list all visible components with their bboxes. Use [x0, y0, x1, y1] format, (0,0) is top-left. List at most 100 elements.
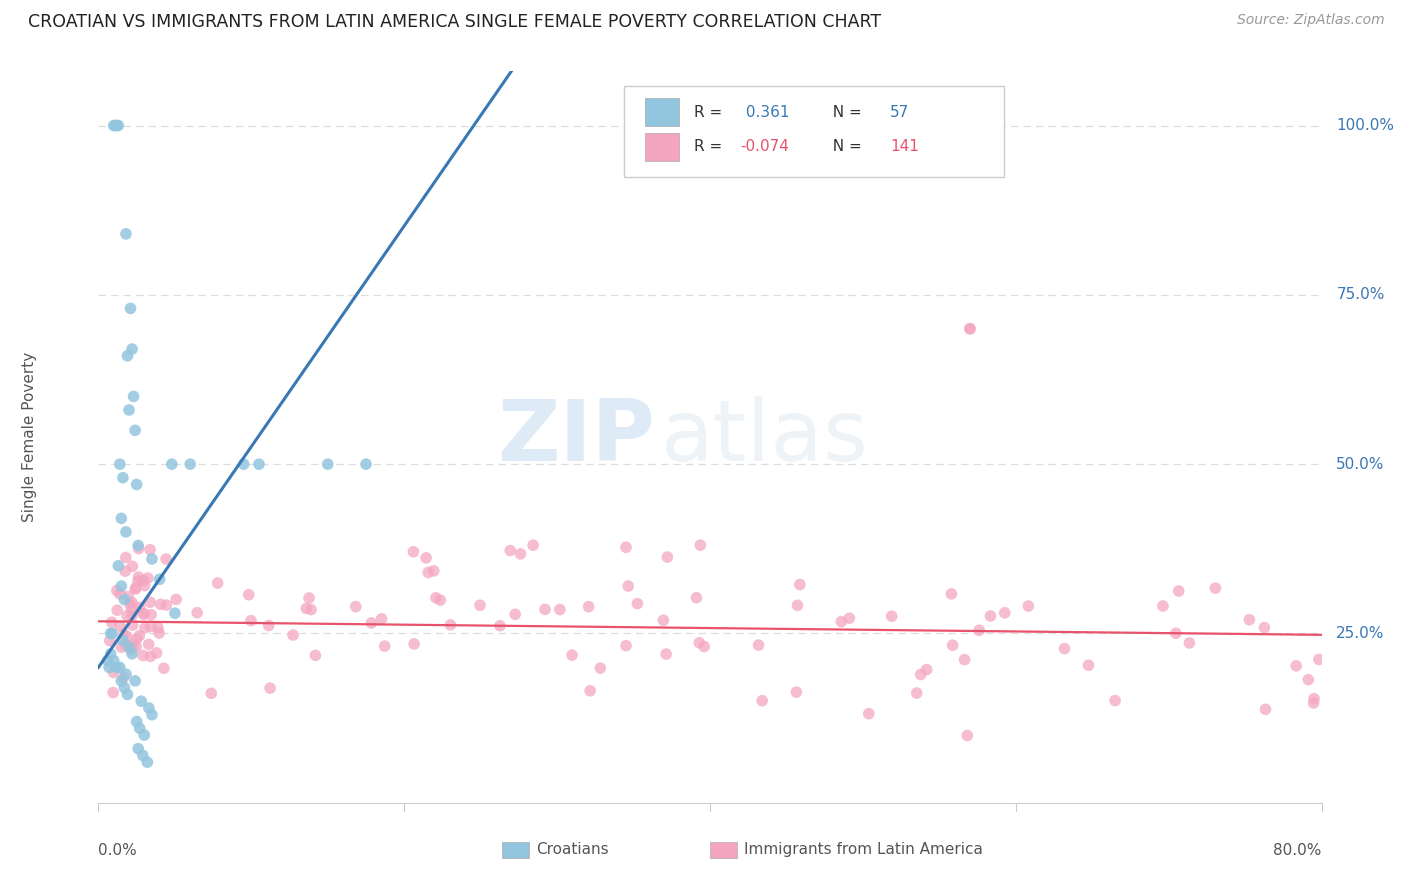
Point	[121, 618, 143, 632]
Point	[121, 596, 143, 610]
Point	[561, 648, 583, 662]
Point	[404, 637, 426, 651]
Point	[128, 570, 150, 584]
Point	[120, 301, 142, 316]
Point	[155, 552, 177, 566]
Point	[122, 638, 145, 652]
Point	[136, 755, 159, 769]
Point	[967, 624, 990, 638]
Point	[115, 667, 138, 681]
Point	[125, 477, 148, 491]
Point	[415, 550, 437, 565]
Text: Croatians: Croatians	[536, 842, 609, 857]
Point	[111, 471, 134, 485]
Point	[104, 119, 127, 133]
Point	[98, 633, 121, 648]
Point	[121, 647, 143, 661]
Text: 0.0%: 0.0%	[98, 843, 138, 858]
Point	[108, 660, 131, 674]
Point	[941, 587, 963, 601]
Point	[148, 626, 170, 640]
Point	[509, 547, 531, 561]
Text: ZIP: ZIP	[498, 395, 655, 479]
Point	[425, 591, 447, 605]
FancyBboxPatch shape	[624, 86, 1004, 178]
Point	[121, 608, 143, 623]
Point	[1077, 658, 1099, 673]
Point	[115, 524, 138, 539]
Point	[112, 592, 135, 607]
Point	[942, 638, 965, 652]
Point	[1104, 693, 1126, 707]
Text: R =: R =	[695, 139, 727, 154]
Point	[118, 597, 141, 611]
Point	[98, 660, 121, 674]
Point	[139, 542, 162, 557]
Point	[110, 640, 132, 655]
Point	[693, 640, 716, 654]
Bar	[645, 98, 679, 126]
Text: 50.0%: 50.0%	[1336, 457, 1385, 472]
Point	[117, 688, 139, 702]
Point	[114, 564, 136, 578]
Point	[128, 541, 150, 556]
Point	[100, 615, 122, 630]
Point	[114, 638, 136, 652]
Point	[344, 599, 367, 614]
Point	[107, 119, 129, 133]
Point	[127, 538, 149, 552]
Point	[105, 603, 128, 617]
Point	[138, 637, 160, 651]
Point	[128, 721, 150, 735]
Point	[548, 602, 571, 616]
Text: 57: 57	[890, 105, 910, 120]
Point	[108, 587, 131, 601]
Point	[858, 706, 880, 721]
Point	[100, 626, 122, 640]
Point	[120, 602, 142, 616]
Point	[124, 673, 146, 688]
Point	[1285, 658, 1308, 673]
Point	[748, 638, 770, 652]
Point	[128, 600, 150, 615]
Point	[101, 685, 124, 699]
Point	[589, 661, 612, 675]
Point	[786, 599, 808, 613]
Point	[1017, 599, 1039, 613]
Text: 75.0%: 75.0%	[1336, 287, 1385, 302]
Point	[132, 748, 155, 763]
Point	[138, 701, 160, 715]
Point	[1302, 696, 1324, 710]
Point	[117, 590, 139, 604]
Point	[785, 685, 807, 699]
Bar	[645, 133, 679, 161]
Point	[128, 629, 150, 643]
Text: Immigrants from Latin America: Immigrants from Latin America	[744, 842, 983, 857]
Point	[959, 322, 981, 336]
Text: 100.0%: 100.0%	[1336, 118, 1395, 133]
Point	[1296, 673, 1319, 687]
Text: N =: N =	[823, 139, 866, 154]
Point	[905, 686, 928, 700]
Point	[118, 403, 141, 417]
Point	[751, 694, 773, 708]
Point	[124, 582, 146, 596]
Point	[503, 607, 526, 622]
Point	[139, 649, 162, 664]
Text: Source: ZipAtlas.com: Source: ZipAtlas.com	[1237, 13, 1385, 28]
Point	[429, 593, 451, 607]
Point	[281, 628, 304, 642]
Point	[685, 591, 707, 605]
Point	[124, 423, 146, 437]
Point	[295, 601, 318, 615]
Point	[186, 606, 208, 620]
Point	[103, 665, 125, 680]
Point	[1253, 621, 1275, 635]
Point	[370, 612, 392, 626]
Point	[953, 653, 976, 667]
Point	[910, 667, 932, 681]
Text: 80.0%: 80.0%	[1274, 843, 1322, 858]
Point	[108, 457, 131, 471]
Point	[141, 552, 163, 566]
Point	[402, 545, 425, 559]
